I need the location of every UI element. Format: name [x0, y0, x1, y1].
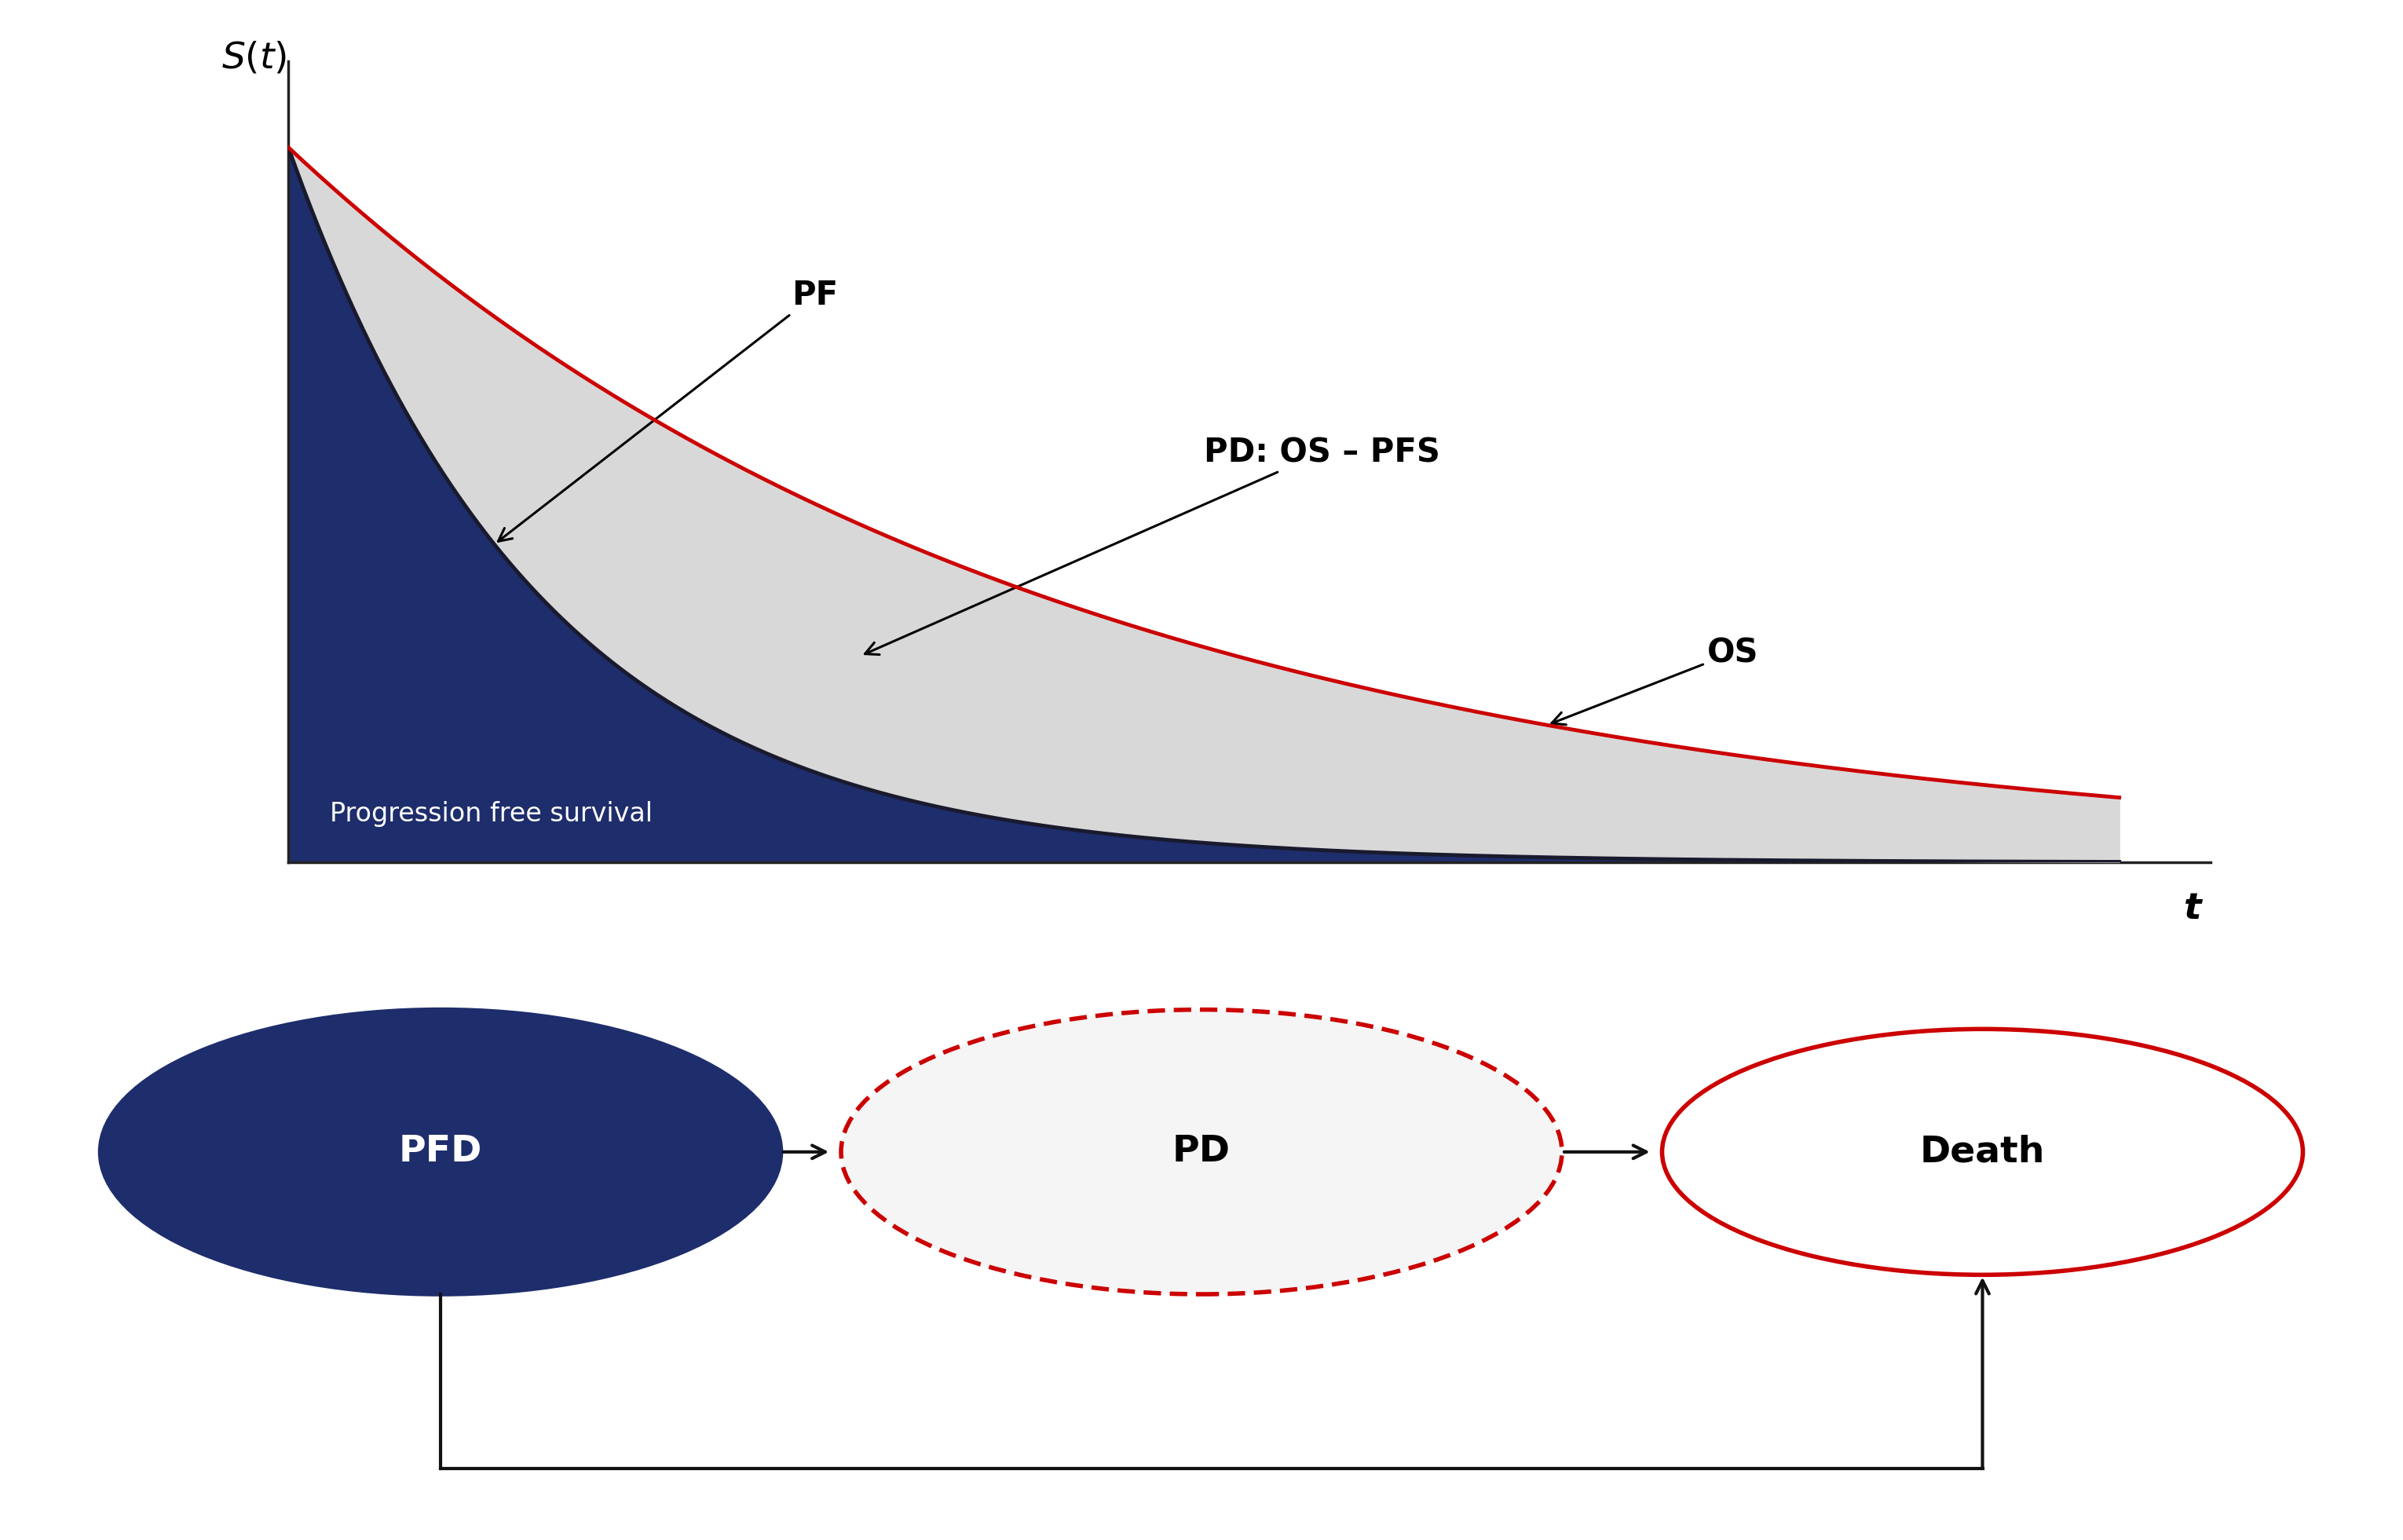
Ellipse shape — [101, 1010, 781, 1294]
Text: PD: OS – PFS: PD: OS – PFS — [865, 436, 1439, 654]
Ellipse shape — [841, 1010, 1562, 1294]
Text: $S(t)$: $S(t)$ — [221, 40, 286, 75]
Text: PFD: PFD — [399, 1135, 483, 1169]
Text: t: t — [2184, 892, 2201, 927]
Text: OS: OS — [1552, 636, 1759, 725]
Text: PF: PF — [497, 279, 839, 542]
Text: PD: PD — [1173, 1135, 1230, 1169]
Text: Progression free survival: Progression free survival — [329, 801, 651, 827]
Text: Death: Death — [1920, 1135, 2045, 1169]
Ellipse shape — [1663, 1029, 2302, 1275]
